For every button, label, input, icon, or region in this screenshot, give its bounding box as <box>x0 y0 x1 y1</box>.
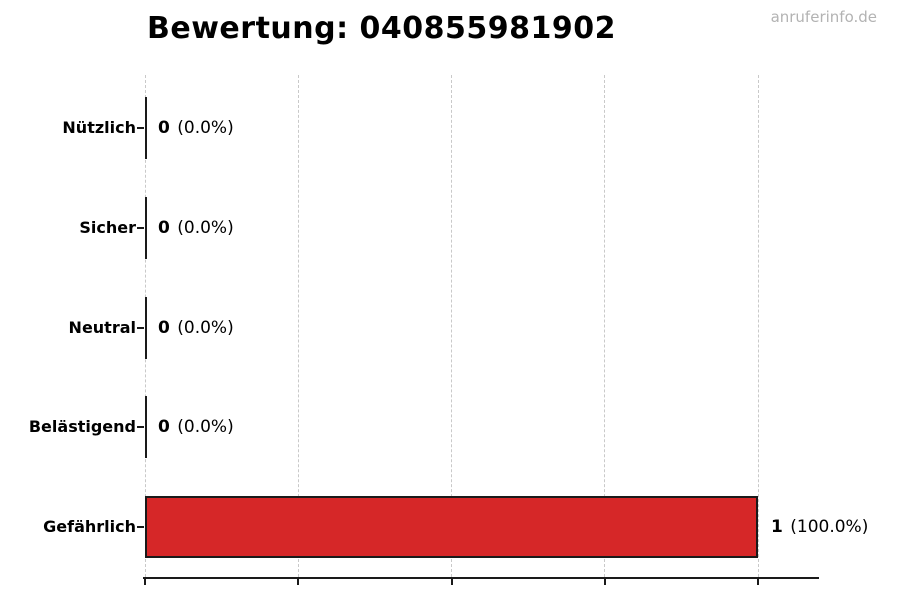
value-count: 1 <box>771 517 783 537</box>
y-axis-tick <box>137 326 144 329</box>
value-label: 1 (100.0%) <box>771 515 868 539</box>
x-gridline <box>604 75 606 577</box>
category-label: Gefährlich <box>43 517 136 536</box>
value-count: 0 <box>158 118 170 138</box>
value-percent: (0.0%) <box>171 217 234 238</box>
chart-bar <box>145 196 147 259</box>
y-axis-tick <box>137 127 144 129</box>
category-label: Neutral <box>68 317 136 337</box>
x-axis-tick <box>450 579 453 585</box>
value-label: 0 (0.0%) <box>158 415 234 439</box>
value-percent: (0.0%) <box>171 118 234 138</box>
chart-title: Bewertung: 040855981902 <box>147 11 617 46</box>
y-axis-tick <box>137 226 144 229</box>
value-label: 0 (0.0%) <box>158 316 234 340</box>
watermark: anruferinfo.de <box>770 8 877 26</box>
value-percent: (0.0%) <box>171 417 234 438</box>
x-axis-tick <box>144 579 146 585</box>
category-label: Sicher <box>79 217 136 237</box>
y-axis-tick <box>137 426 144 429</box>
x-axis-line <box>143 577 819 579</box>
value-percent: (0.0%) <box>171 317 234 338</box>
category-label: Belästigend <box>28 417 136 437</box>
chart-bar <box>145 496 758 558</box>
value-label: 0 (0.0%) <box>158 216 234 240</box>
value-percent: (100.0%) <box>784 517 869 537</box>
y-axis-tick <box>137 526 144 528</box>
chart-bar <box>145 396 147 459</box>
x-gridline <box>297 75 299 577</box>
value-label: 0 (0.0%) <box>158 116 234 140</box>
x-axis-tick <box>297 579 300 585</box>
x-gridline <box>757 75 759 577</box>
x-gridline <box>451 75 452 577</box>
chart-bar <box>145 296 147 359</box>
category-label: Nützlich <box>62 118 136 137</box>
value-count: 0 <box>158 217 170 238</box>
chart-bar <box>145 97 147 159</box>
value-count: 0 <box>158 317 170 338</box>
x-axis-tick <box>603 579 606 585</box>
value-count: 0 <box>158 417 170 438</box>
x-axis-tick <box>757 579 759 585</box>
